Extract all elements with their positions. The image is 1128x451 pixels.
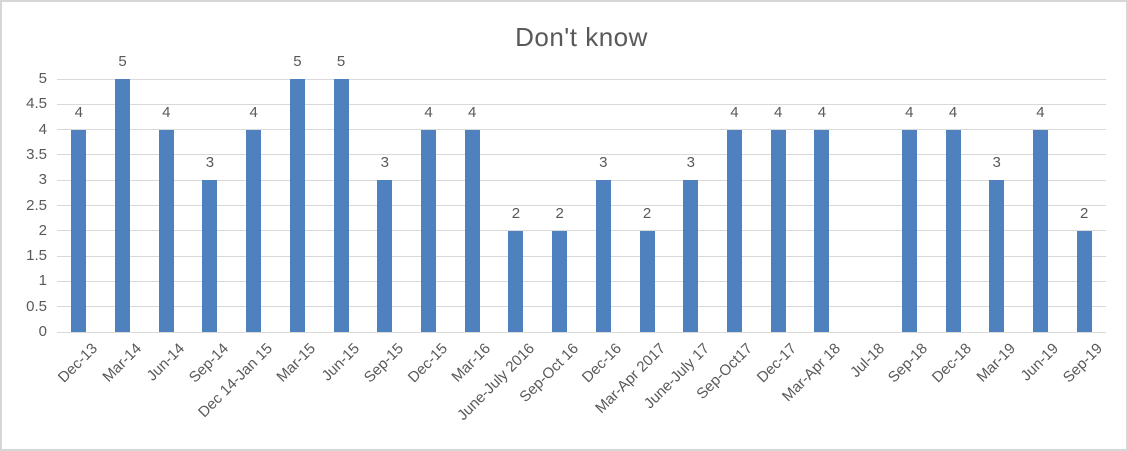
- y-axis-tick-label: 5: [38, 70, 47, 87]
- bar-value-label: 3: [205, 154, 215, 172]
- bar-value-label: 4: [730, 103, 739, 121]
- bar: [1076, 230, 1092, 332]
- bar-value-label: 4: [74, 103, 84, 121]
- bar-value-label: 4: [905, 103, 914, 121]
- bar: [726, 129, 742, 332]
- gridline: [57, 280, 1106, 282]
- gridline: [57, 179, 1106, 181]
- bar: [202, 180, 218, 332]
- bar-value-label: 3: [380, 154, 389, 172]
- bar: [115, 79, 131, 332]
- bar-value-label: 3: [992, 154, 1001, 172]
- gridline: [57, 129, 1106, 131]
- bar: [945, 129, 961, 332]
- y-axis-tick-label: 1.5: [26, 247, 47, 265]
- y-axis-tick-label: 4: [38, 120, 47, 138]
- y-axis-tick-label: 3: [38, 171, 47, 189]
- bar: [814, 129, 830, 332]
- bar-value-label: 4: [948, 103, 958, 121]
- gridline: [57, 306, 1106, 308]
- y-axis-tick-label: 1: [38, 272, 47, 290]
- bar: [289, 79, 305, 332]
- bar-value-label: 5: [336, 53, 346, 70]
- y-axis-tick-label: 2.5: [26, 196, 47, 214]
- bar-value-label: 3: [599, 154, 608, 172]
- bar: [901, 129, 917, 332]
- gridline: [57, 154, 1106, 156]
- bar-value-label: 2: [555, 204, 564, 222]
- bar-value-label: 4: [249, 103, 258, 121]
- bar-value-label: 4: [162, 103, 171, 121]
- bar: [989, 180, 1005, 332]
- bar-value-label: 3: [686, 154, 695, 172]
- bar-value-label: 4: [817, 103, 827, 121]
- bar: [508, 230, 524, 332]
- bar-value-label: 5: [293, 53, 302, 70]
- y-axis-tick-label: 2: [38, 221, 47, 239]
- bar: [552, 230, 568, 332]
- y-axis-tick-label: 0: [38, 323, 47, 340]
- bar: [595, 180, 611, 332]
- bar-value-label: 5: [118, 53, 127, 70]
- bar: [333, 79, 349, 332]
- y-axis-tick-label: 4.5: [26, 95, 47, 113]
- bar: [158, 129, 174, 332]
- bar: [421, 129, 437, 332]
- gridline: [57, 205, 1106, 206]
- bar: [464, 129, 480, 332]
- bar: [639, 230, 655, 332]
- gridline: [57, 103, 1106, 105]
- y-axis-tick-label: 3.5: [26, 145, 47, 163]
- bar: [683, 180, 699, 332]
- bar-value-label: 4: [424, 103, 433, 121]
- y-axis-tick-label: 0.5: [26, 297, 47, 315]
- bar: [377, 180, 393, 332]
- gridline: [57, 230, 1106, 232]
- gridline: [57, 78, 1106, 80]
- bar-value-label: 4: [774, 103, 783, 121]
- bar-value-label: 4: [468, 103, 477, 121]
- gridline: [57, 255, 1106, 257]
- gridline: [57, 331, 1106, 333]
- bar: [246, 129, 262, 332]
- bar-value-label: 2: [511, 204, 521, 222]
- chart-title: Don't know: [515, 22, 648, 52]
- bar-value-label: 2: [1079, 204, 1089, 222]
- bar: [1032, 129, 1048, 332]
- bar: [71, 129, 87, 332]
- bar-value-label: 2: [642, 204, 652, 222]
- bar-value-label: 4: [1036, 103, 1045, 121]
- bar: [770, 129, 786, 332]
